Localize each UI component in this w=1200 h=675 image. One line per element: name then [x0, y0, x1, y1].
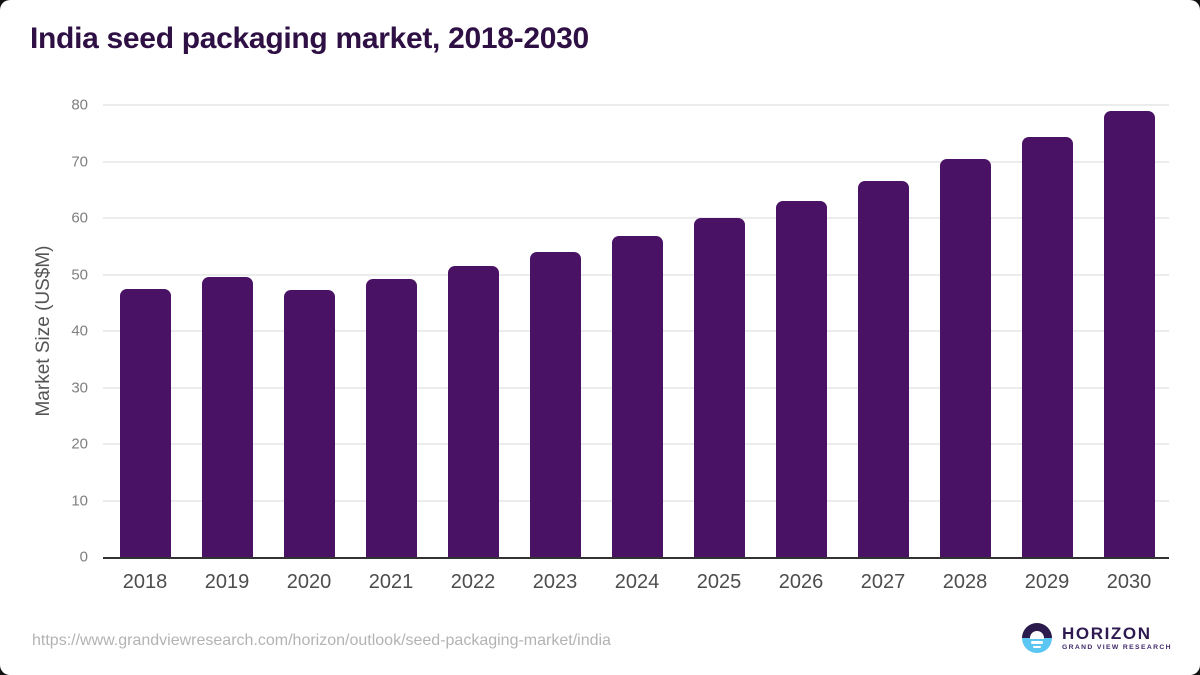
logo-subtitle: GRAND VIEW RESEARCH: [1062, 643, 1172, 651]
x-axis-label-2029: 2029: [1024, 571, 1070, 593]
y-tick-label-40: 40: [71, 322, 88, 340]
bar-chart-plot-area: [103, 104, 1169, 559]
x-axis-label-2022: 2022: [450, 571, 496, 593]
x-axis-label-2028: 2028: [942, 571, 988, 593]
bar-2023[interactable]: [529, 251, 581, 557]
bar-2030[interactable]: [1103, 111, 1155, 557]
chart-title: India seed packaging market, 2018-2030: [30, 22, 589, 55]
gridline-80: [103, 104, 1169, 106]
x-axis-label-2023: 2023: [532, 571, 578, 593]
y-tick-label-30: 30: [71, 379, 88, 396]
x-axis-label-2019: 2019: [204, 571, 250, 593]
y-tick-label-0: 0: [79, 548, 88, 566]
bar-2026[interactable]: [775, 200, 827, 557]
gridline-60: [103, 217, 1169, 219]
gridline-70: [103, 160, 1169, 163]
x-axis-label-2026: 2026: [778, 571, 824, 593]
icon-sun: [1030, 631, 1044, 639]
bar-2020[interactable]: [283, 289, 335, 557]
bar-2024[interactable]: [611, 236, 663, 557]
source-url: https://www.grandviewresearch.com/horizo…: [32, 632, 611, 649]
bar-2025[interactable]: [693, 218, 745, 557]
y-tick-label-10: 10: [71, 492, 88, 509]
x-axis-label-2021: 2021: [368, 571, 414, 593]
logo-text: HORIZON GRAND VIEW RESEARCH: [1062, 625, 1172, 652]
logo-title: HORIZON: [1062, 623, 1152, 643]
x-axis-label-2020: 2020: [286, 571, 332, 593]
icon-sky-half: [1022, 623, 1052, 638]
bar-2018[interactable]: [119, 288, 171, 557]
y-tick-label-60: 60: [71, 209, 88, 227]
y-tick-label-50: 50: [71, 266, 88, 283]
bar-2029[interactable]: [1021, 136, 1073, 557]
horizon-logo: HORIZON GRAND VIEW RESEARCH: [1022, 623, 1172, 653]
bar-2028[interactable]: [939, 159, 991, 557]
x-axis-label-2018: 2018: [122, 571, 168, 593]
x-axis-label-2030: 2030: [1106, 571, 1152, 593]
y-tick-label-70: 70: [71, 153, 88, 170]
bar-2022[interactable]: [447, 266, 499, 557]
bar-2019[interactable]: [201, 277, 253, 557]
x-axis-label-2027: 2027: [860, 571, 906, 593]
y-tick-label-80: 80: [71, 96, 88, 114]
icon-reflection-line: [1031, 641, 1043, 644]
bar-2021[interactable]: [365, 279, 417, 557]
x-axis-label-2025: 2025: [696, 571, 742, 593]
icon-reflection-line: [1033, 645, 1041, 648]
bar-2027[interactable]: [857, 180, 909, 557]
y-tick-label-20: 20: [71, 435, 88, 453]
horizon-sunrise-icon: [1022, 623, 1052, 653]
x-axis-label-2024: 2024: [614, 571, 660, 593]
